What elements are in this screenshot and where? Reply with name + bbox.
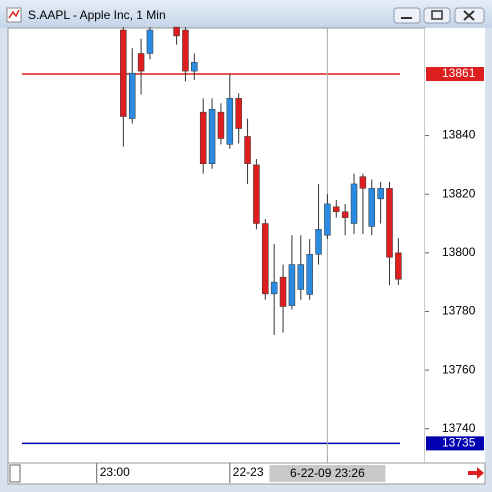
x-tick-label: 22-23 [233, 465, 264, 479]
candle-body [199, 111, 207, 164]
price-label-box [426, 67, 484, 82]
window-icon-glyph [8, 9, 20, 19]
candle-body [208, 108, 216, 164]
candle-body [226, 98, 234, 145]
x-tick-label: 23:00 [100, 465, 130, 479]
candle-body [341, 211, 349, 218]
candle-body [279, 276, 287, 307]
scroll-right-arrow[interactable] [468, 467, 484, 479]
candle-body [350, 183, 358, 224]
y-tick-label: 13760 [442, 362, 476, 376]
candle-body [137, 53, 145, 72]
candle-body [244, 136, 251, 164]
candle-body [315, 229, 322, 255]
maximize-glyph [431, 10, 443, 20]
plot-area [7, 27, 426, 464]
price-label: 13735 [442, 436, 476, 450]
price-axis [425, 28, 485, 463]
cursor-label-box [269, 465, 386, 482]
y-tick-label: 13780 [442, 304, 476, 318]
scroll-thumb[interactable] [9, 464, 21, 483]
candle-body [270, 281, 278, 295]
candle-body [182, 29, 189, 72]
candle-body [235, 98, 242, 129]
candle-body [128, 72, 136, 119]
candle-body [217, 111, 225, 139]
y-tick-label: 13740 [442, 421, 476, 435]
candle-body [386, 188, 393, 258]
candle-body [377, 188, 384, 200]
candle-body [306, 254, 313, 295]
candle-body [368, 188, 376, 227]
candle-body [173, 26, 180, 37]
minimize-button[interactable] [393, 7, 421, 24]
candle-body [333, 206, 340, 213]
price-label-box [426, 436, 484, 451]
candle-body [324, 203, 331, 236]
candle-body [191, 62, 198, 72]
y-tick-label: 13800 [442, 245, 476, 259]
candle-body [253, 164, 260, 224]
close-glyph [463, 10, 475, 21]
y-tick-label: 13840 [442, 128, 476, 142]
candle-body [120, 29, 127, 117]
cursor-label: 6-22-09 23:26 [290, 466, 365, 480]
candle-body [395, 252, 402, 280]
candle-body [146, 29, 154, 54]
y-tick-label: 13820 [442, 186, 476, 200]
maximize-button[interactable] [423, 7, 451, 24]
candle-body [288, 264, 296, 306]
candle-body [359, 176, 367, 189]
candle-body [262, 223, 269, 295]
price-label: 13861 [442, 66, 476, 80]
window-title: S.AAPL - Apple Inc, 1 Min [28, 8, 166, 22]
candle-body [297, 264, 305, 290]
